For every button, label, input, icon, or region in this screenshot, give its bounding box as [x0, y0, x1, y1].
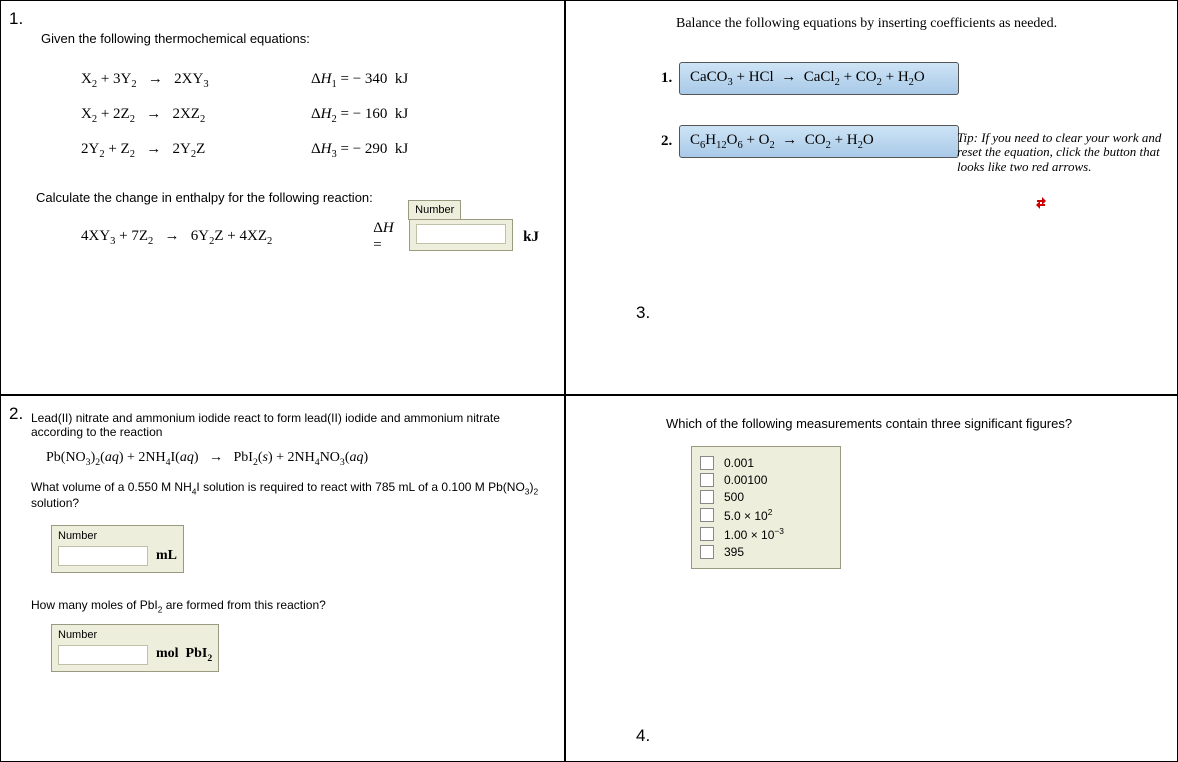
- q2-subq2: How many moles of PbI2 are formed from t…: [31, 598, 549, 614]
- option-row: 5.0 × 102: [700, 507, 832, 523]
- q1-calc-prompt: Calculate the change in enthalpy for the…: [36, 190, 539, 205]
- option-text: 500: [724, 490, 744, 504]
- checkbox[interactable]: [700, 545, 714, 559]
- option-text: 5.0 × 102: [724, 507, 772, 523]
- row-index: 1.: [661, 70, 679, 87]
- equation-text: C6H12O6 + O2 → CO2 + H2O: [690, 132, 874, 148]
- eq-row: X2 + 3Y2 → 2XY3 ΔH1 = − 340 kJ: [81, 71, 539, 90]
- q1-prompt: Given the following thermochemical equat…: [41, 31, 539, 46]
- q3-next-number: 3.: [636, 303, 650, 323]
- checkbox[interactable]: [700, 527, 714, 541]
- equation-input-box[interactable]: CaCO3 + HCl → CaCl2 + CO2 + H2O: [679, 62, 959, 95]
- q1-target-row: 4XY3 + 7Z2 → 6Y2Z + 4XZ2 ΔH = Number kJ: [81, 220, 539, 254]
- option-row: 0.001: [700, 456, 832, 470]
- answer-box: Number mol PbI2: [51, 624, 219, 672]
- target-equation: 4XY3 + 7Z2 → 6Y2Z + 4XZ2: [81, 228, 373, 247]
- balance-row: 1. CaCO3 + HCl → CaCl2 + CO2 + H2O: [661, 62, 1162, 95]
- equation-text: CaCO3 + HCl → CaCl2 + CO2 + H2O: [690, 69, 925, 85]
- checkbox[interactable]: [700, 508, 714, 522]
- unit-label: kJ: [523, 229, 539, 246]
- equation-input-box[interactable]: C6H12O6 + O2 → CO2 + H2O: [679, 125, 959, 158]
- option-row: 395: [700, 545, 832, 559]
- answer-box: Number: [409, 219, 513, 251]
- answer-box: Number mL: [51, 525, 184, 573]
- row-index: 2.: [661, 133, 679, 150]
- option-row: 1.00 × 10−3: [700, 526, 832, 542]
- option-text: 395: [724, 545, 744, 559]
- tip-text: Tip: If you need to clear your work and …: [957, 131, 1162, 174]
- volume-input[interactable]: [58, 546, 148, 566]
- answer-input[interactable]: [416, 224, 506, 244]
- question-4-cell: Which of the following measurements cont…: [565, 395, 1178, 762]
- q4-prompt: Which of the following measurements cont…: [666, 416, 1162, 431]
- delta-h-text: ΔH1 = − 340 kJ: [311, 71, 408, 90]
- worksheet-grid: 1. Given the following thermochemical eq…: [0, 0, 1178, 762]
- reset-arrows-icon[interactable]: [1035, 196, 1047, 210]
- unit-label: mL: [156, 548, 177, 564]
- number-label: Number: [408, 200, 461, 220]
- unit-label: mol PbI2: [156, 646, 212, 664]
- option-text: 0.001: [724, 456, 754, 470]
- equation-text: X2 + 3Y2 → 2XY3: [81, 71, 311, 90]
- option-row: 500: [700, 490, 832, 504]
- checkbox[interactable]: [700, 490, 714, 504]
- equation-text: X2 + 2Z2 → 2XZ2: [81, 106, 311, 125]
- q4-next-number: 4.: [636, 726, 650, 746]
- moles-input[interactable]: [58, 645, 148, 665]
- option-text: 0.00100: [724, 473, 767, 487]
- q2-intro: Lead(II) nitrate and ammonium iodide rea…: [31, 411, 549, 440]
- number-label: Number: [58, 530, 177, 542]
- eq-row: 2Y2 + Z2 → 2Y2Z ΔH3 = − 290 kJ: [81, 141, 539, 160]
- checkbox[interactable]: [700, 473, 714, 487]
- q2-number: 2.: [9, 404, 23, 424]
- q1-equations: X2 + 3Y2 → 2XY3 ΔH1 = − 340 kJ X2 + 2Z2 …: [26, 71, 539, 160]
- question-2-cell: 2. Lead(II) nitrate and ammonium iodide …: [0, 395, 565, 762]
- eq-row: X2 + 2Z2 → 2XZ2 ΔH2 = − 160 kJ: [81, 106, 539, 125]
- question-3-cell: Balance the following equations by inser…: [565, 0, 1178, 395]
- q3-prompt: Balance the following equations by inser…: [676, 16, 1162, 32]
- q2-equation: Pb(NO3)2(aq) + 2NH4I(aq) → PbI2(s) + 2NH…: [46, 450, 549, 468]
- options-box: 0.001 0.00100 500 5.0 × 102 1.00 × 10−3 …: [691, 446, 841, 569]
- equation-text: 2Y2 + Z2 → 2Y2Z: [81, 141, 311, 160]
- question-1-cell: 1. Given the following thermochemical eq…: [0, 0, 565, 395]
- q2-subq1: What volume of a 0.550 M NH4I solution i…: [31, 480, 549, 510]
- number-label: Number: [58, 629, 212, 641]
- option-row: 0.00100: [700, 473, 832, 487]
- delta-h-text: ΔH3 = − 290 kJ: [311, 141, 408, 160]
- checkbox[interactable]: [700, 456, 714, 470]
- q1-number: 1.: [9, 9, 23, 29]
- delta-h-label: ΔH =: [373, 220, 403, 254]
- option-text: 1.00 × 10−3: [724, 526, 784, 542]
- delta-h-text: ΔH2 = − 160 kJ: [311, 106, 408, 125]
